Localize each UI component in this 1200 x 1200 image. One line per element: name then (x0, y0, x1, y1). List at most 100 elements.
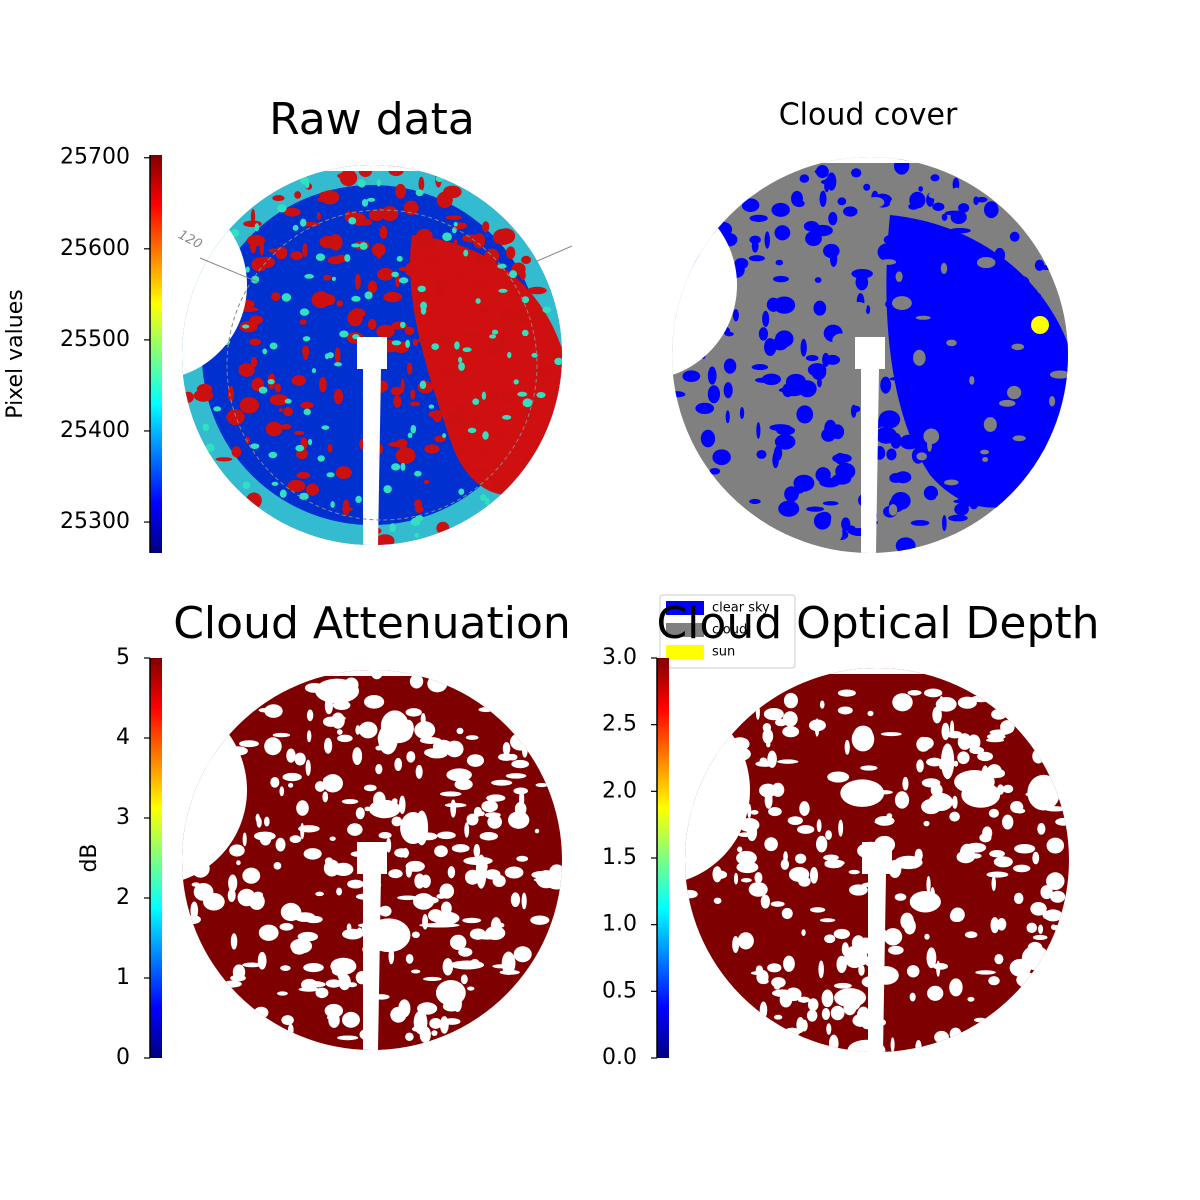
texture (754, 872, 763, 884)
texture (522, 404, 532, 418)
texture (1015, 865, 1022, 872)
grid-ring (226, 209, 538, 521)
texture (805, 354, 819, 362)
texture (530, 915, 550, 925)
texture (826, 172, 837, 191)
texture (985, 307, 1001, 316)
texture (851, 168, 862, 178)
texture (450, 960, 485, 970)
texture (306, 709, 314, 722)
texture (874, 816, 895, 826)
texture (290, 938, 313, 954)
texture (317, 196, 331, 203)
texture (316, 212, 321, 221)
texture (890, 1037, 895, 1052)
texture (391, 463, 401, 471)
texture (942, 515, 947, 532)
texture (263, 816, 270, 827)
texture (964, 931, 978, 939)
texture (980, 449, 990, 455)
texture (952, 795, 958, 809)
texture (489, 334, 497, 339)
texture (388, 948, 395, 965)
texture (475, 298, 481, 304)
texture (807, 363, 827, 377)
texture (522, 398, 533, 408)
texture (915, 315, 931, 320)
texture (843, 206, 858, 217)
texture (764, 837, 778, 852)
texture (549, 864, 562, 879)
texture (245, 436, 251, 444)
texture (431, 343, 440, 350)
y-tick-label: 25700 (60, 145, 130, 170)
texture (363, 695, 385, 709)
texture (213, 406, 222, 412)
texture (723, 358, 737, 374)
texture (707, 385, 721, 404)
y-tick-label: 1 (116, 965, 130, 990)
texture (899, 434, 920, 450)
texture (481, 391, 487, 400)
texture (299, 218, 307, 227)
texture (909, 992, 916, 1002)
texture (894, 893, 907, 901)
texture (756, 449, 767, 459)
texture (242, 832, 247, 847)
texture (748, 255, 765, 262)
texture (1023, 440, 1034, 448)
texture (276, 991, 288, 996)
texture (1011, 343, 1025, 351)
texture (755, 377, 771, 383)
texture (831, 400, 843, 416)
texture (281, 293, 292, 302)
texture (883, 234, 898, 245)
texture (303, 963, 324, 973)
texture (299, 308, 310, 316)
texture (513, 946, 532, 963)
texture (813, 300, 827, 316)
texture (707, 366, 717, 385)
texture (445, 740, 464, 758)
texture (889, 198, 898, 215)
texture (933, 459, 948, 466)
texture (521, 743, 528, 758)
texture (242, 481, 251, 490)
texture (376, 179, 382, 187)
texture (245, 492, 262, 509)
image-content (182, 670, 562, 1050)
texture (502, 415, 512, 420)
texture (889, 265, 909, 276)
texture (918, 186, 924, 192)
texture (939, 281, 960, 296)
texture (806, 1009, 818, 1022)
texture (409, 401, 421, 407)
texture (909, 259, 914, 272)
texture (975, 970, 996, 975)
texture (485, 497, 490, 506)
texture (923, 428, 940, 445)
texture (479, 831, 498, 841)
texture (994, 451, 1014, 462)
texture (979, 307, 984, 319)
texture (454, 341, 460, 350)
texture (257, 951, 267, 970)
texture (822, 501, 839, 506)
texture (190, 901, 199, 920)
texture (1032, 851, 1040, 865)
texture (484, 869, 501, 880)
texture (927, 985, 944, 1001)
texture (865, 305, 871, 315)
texture (456, 447, 469, 453)
texture (409, 674, 424, 689)
texture (270, 776, 280, 788)
texture (380, 710, 409, 742)
texture (269, 394, 289, 406)
texture (342, 499, 350, 516)
texture (393, 395, 402, 408)
texture (510, 733, 531, 751)
texture (821, 989, 834, 1008)
texture (783, 955, 795, 972)
texture (436, 521, 450, 535)
texture (713, 897, 722, 904)
